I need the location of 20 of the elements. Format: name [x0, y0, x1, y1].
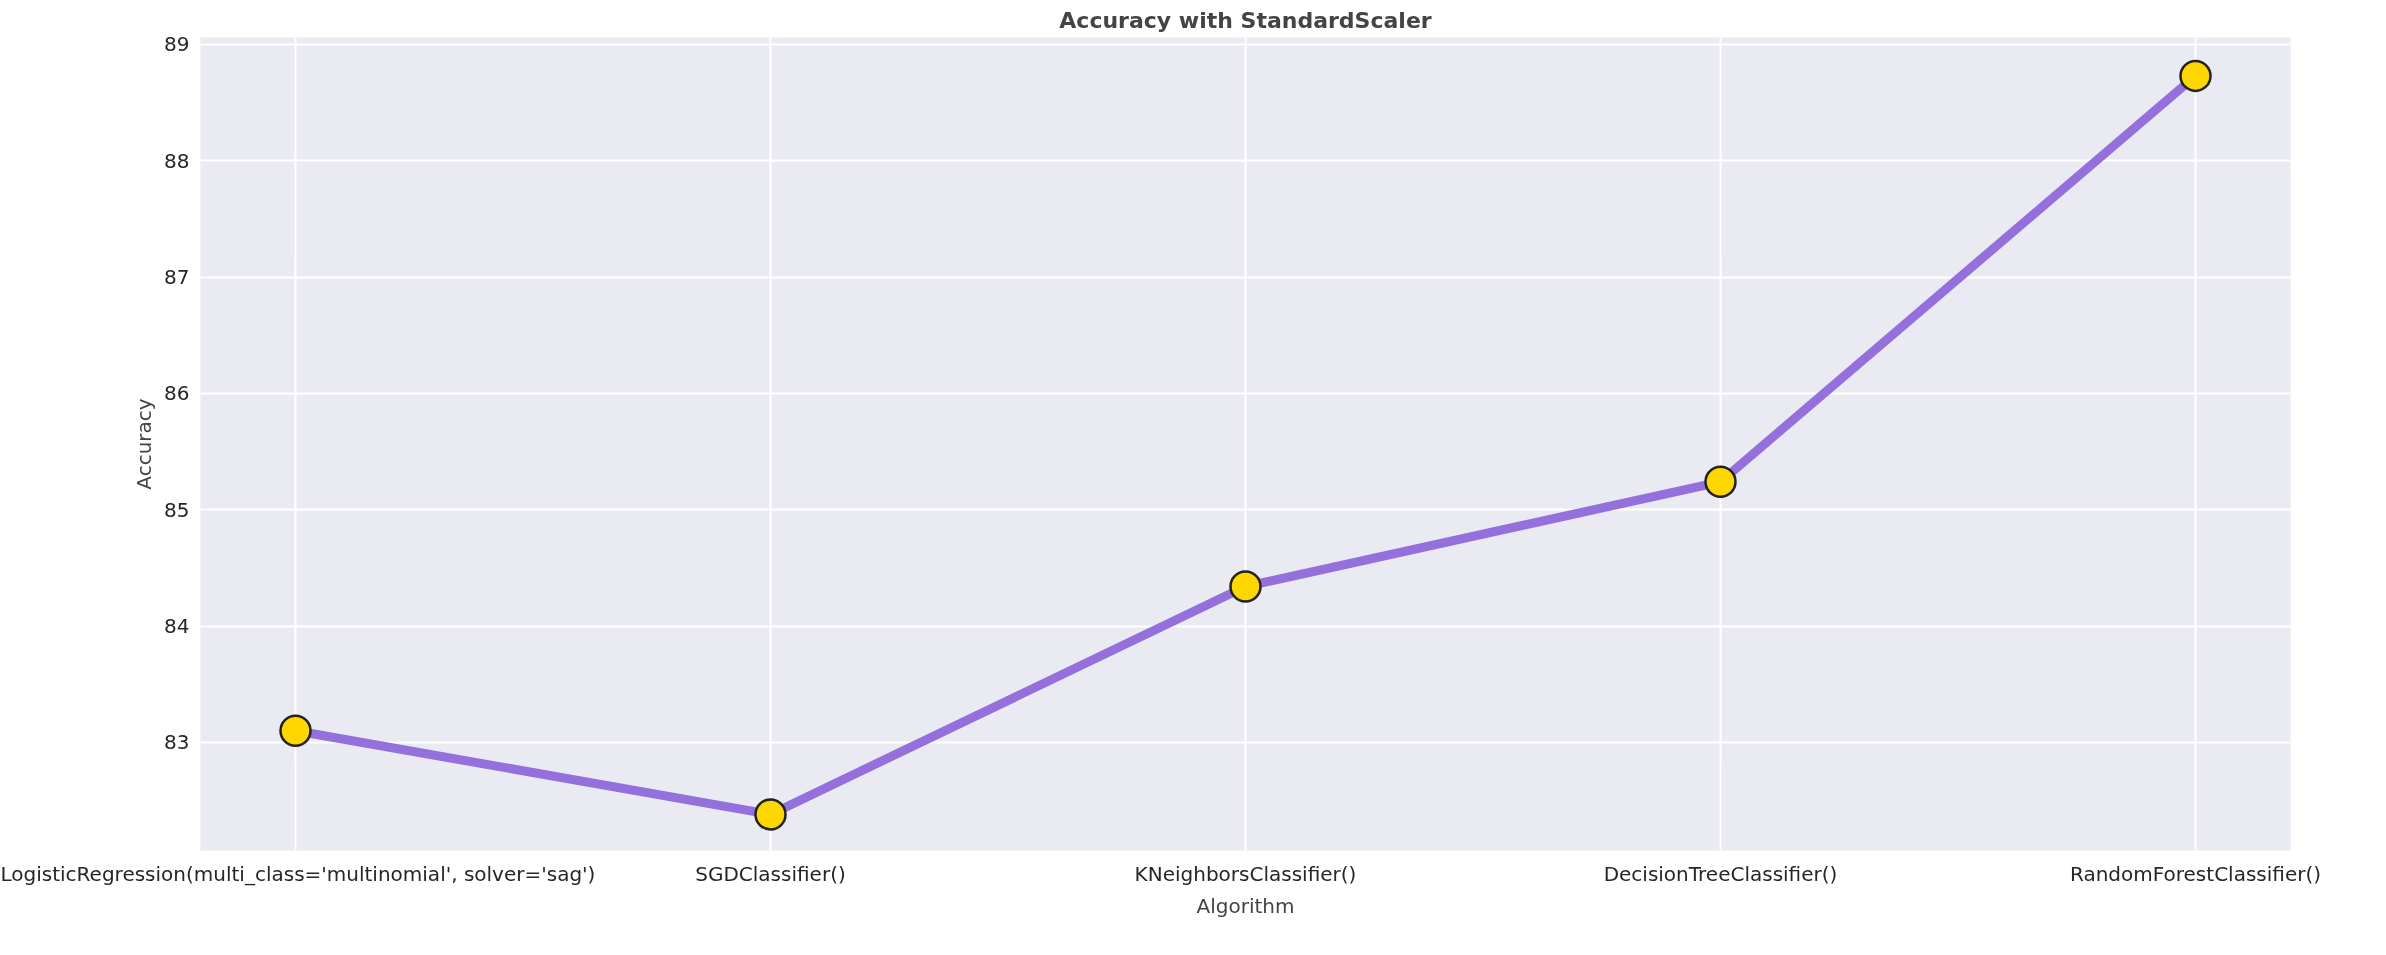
y-tick-label: 83 [164, 730, 190, 755]
point [754, 798, 787, 831]
y-tick-label: 89 [164, 32, 190, 57]
y-tick-label: 85 [164, 497, 190, 522]
y-tick-label: 88 [164, 148, 190, 173]
x-tick-label: RandomForestClassifier() [2069, 861, 2322, 886]
x-tick-label: LogisticRegression(multi_class='multinomial', solver='sag') [0, 861, 596, 886]
point [279, 714, 312, 747]
y-tick-label: 86 [164, 381, 190, 406]
y-tick-label: 87 [164, 265, 190, 290]
y-axis-title: Accuracy [132, 398, 157, 490]
point [2179, 59, 2212, 93]
x-tick-label: SGDClassifier() [695, 861, 846, 886]
x-tick-label: KNeighborsClassifier() [1134, 861, 1357, 886]
chart-title: Accuracy with StandardScaler [1059, 7, 1432, 33]
x-tick-label: DecisionTreeClassifier() [1603, 861, 1838, 886]
point [1704, 465, 1737, 499]
y-tick-label: 84 [164, 614, 190, 639]
x-axis-title: Algorithm [1196, 893, 1295, 918]
point [1229, 570, 1262, 603]
